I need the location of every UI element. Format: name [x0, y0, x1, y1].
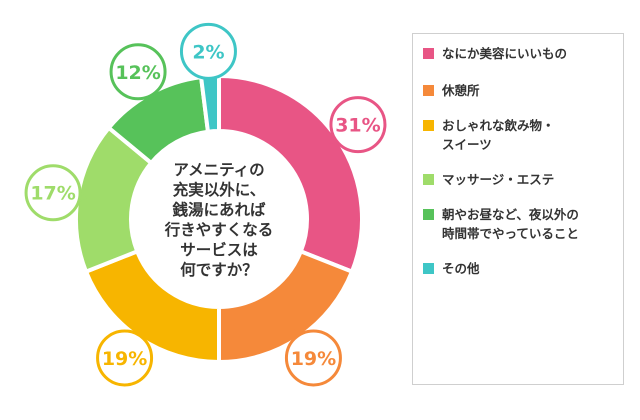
bubble-circle-4	[109, 43, 167, 101]
value-label-4: 12%	[115, 62, 160, 84]
legend-item-3: マッサージ・エステ	[423, 170, 613, 189]
bubble-circle-5	[179, 22, 237, 80]
legend-item-4: 朝やお昼など、夜以外の 時間帯でやっていること	[423, 205, 613, 243]
legend-label-5: その他	[442, 261, 480, 276]
value-bubble-1: 19%	[284, 329, 342, 387]
legend-swatch-0	[423, 48, 434, 59]
value-label-1: 19%	[291, 348, 336, 370]
legend-label-0: なにか美容にいいもの	[442, 46, 568, 61]
value-label-5: 2%	[192, 41, 224, 63]
legend-label-2: おしゃれな飲み物・ スイーツ	[442, 118, 555, 152]
legend-swatch-2	[423, 120, 434, 131]
legend-label-4: 朝やお昼など、夜以外の 時間帯でやっていること	[442, 207, 579, 241]
legend-item-0: なにか美容にいいもの	[423, 44, 613, 63]
slice-0	[217, 73, 364, 275]
value-bubble-3: 17%	[24, 164, 87, 222]
legend-item-5: その他	[423, 259, 613, 278]
value-bubble-5: 2%	[179, 22, 237, 86]
value-bubble-2: 19%	[96, 329, 154, 387]
legend-label-3: マッサージ・エステ	[442, 172, 555, 187]
legend-swatch-5	[423, 263, 434, 274]
bubble-circle-2	[96, 329, 154, 387]
value-label-3: 17%	[30, 183, 75, 205]
bubble-circle-3	[24, 164, 82, 222]
value-bubble-0: 31%	[329, 96, 387, 154]
value-label-2: 19%	[102, 348, 147, 370]
legend-item-1: 休憩所	[423, 81, 613, 100]
donut-chart: 31% 19% 19% 17% 12% 2%	[24, 22, 387, 387]
bubble-circle-1	[284, 329, 342, 387]
bubble-circle-0	[329, 96, 387, 154]
legend-item-2: おしゃれな飲み物・ スイーツ	[423, 116, 613, 154]
legend-swatch-1	[423, 85, 434, 96]
value-bubble-4: 12%	[109, 43, 167, 102]
legend-label-1: 休憩所	[442, 83, 480, 98]
legend-swatch-3	[423, 174, 434, 185]
value-label-0: 31%	[335, 115, 380, 137]
legend: なにか美容にいいもの 休憩所おしゃれな飲み物・ スイーツマッサージ・エステ朝やお昼…	[412, 33, 624, 385]
legend-swatch-4	[423, 209, 434, 220]
center-question: アメニティの 充実以外に、 銭湯にあれば 行きやすくなる サービスは 何ですか？	[164, 161, 274, 279]
